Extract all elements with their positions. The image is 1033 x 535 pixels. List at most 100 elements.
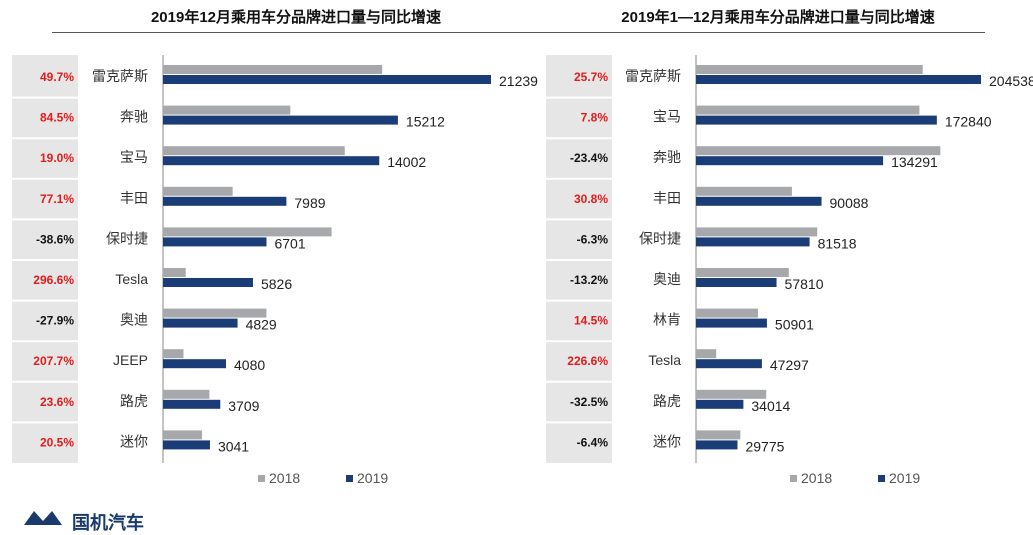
chart-title-annual: 2019年1—12月乘用车分品牌进口量与同比增速 bbox=[621, 9, 935, 26]
legend-swatch-2019 bbox=[346, 475, 353, 482]
bar-2018 bbox=[163, 186, 233, 196]
growth-label: 14.5% bbox=[574, 314, 608, 328]
bar-2018 bbox=[696, 227, 818, 237]
bar-value-2019: 134291 bbox=[891, 154, 938, 170]
bar-2019 bbox=[696, 196, 822, 206]
bar-value-2019: 172840 bbox=[945, 114, 992, 130]
chart-title-monthly: 2019年12月乘用车分品牌进口量与同比增速 bbox=[150, 9, 442, 26]
growth-label: -27.9% bbox=[36, 314, 74, 328]
growth-label: -13.2% bbox=[570, 273, 608, 287]
growth-label: 7.8% bbox=[581, 111, 609, 125]
bar-2019 bbox=[163, 359, 227, 369]
bar-2018 bbox=[696, 65, 923, 74]
logo-icon bbox=[24, 511, 62, 525]
charts-canvas: 49.7% 雷克萨斯 21239 84.5% 奔驰 15212 19.0% 宝马 14002 77… bbox=[12, 55, 1033, 486]
growth-label: 226.6% bbox=[567, 354, 608, 368]
bar-2019 bbox=[163, 115, 398, 125]
category-label: 奔驰 bbox=[120, 109, 148, 125]
logo-text: 国机汽车 bbox=[72, 513, 144, 533]
bar-2019 bbox=[163, 75, 491, 84]
bar-2019 bbox=[163, 440, 210, 450]
bar-value-2019: 6701 bbox=[274, 235, 305, 251]
bar-value-2019: 34014 bbox=[751, 398, 790, 414]
bar-2019 bbox=[163, 196, 287, 206]
growth-label: -32.5% bbox=[570, 395, 608, 409]
bar-2019 bbox=[163, 237, 267, 247]
bar-value-2019: 90088 bbox=[830, 195, 869, 211]
bar-2019 bbox=[163, 318, 238, 328]
legend-label-2019: 2019 bbox=[889, 470, 920, 486]
bar-value-2019: 7989 bbox=[294, 195, 325, 211]
bar-2018 bbox=[696, 308, 758, 318]
bar-2018 bbox=[163, 65, 383, 74]
category-label: 路虎 bbox=[653, 393, 681, 409]
legend-label-2019: 2019 bbox=[357, 470, 388, 486]
growth-label: 30.8% bbox=[574, 192, 608, 206]
category-label: 雷克萨斯 bbox=[92, 68, 148, 84]
bar-2018 bbox=[163, 146, 345, 156]
bar-2019 bbox=[163, 156, 380, 166]
category-label: Tesla bbox=[648, 352, 681, 368]
category-label: 奔驰 bbox=[653, 149, 681, 165]
category-label: 林肯 bbox=[653, 312, 681, 328]
bar-2019 bbox=[163, 278, 253, 287]
bar-value-2019: 14002 bbox=[387, 154, 426, 170]
growth-label: 23.6% bbox=[40, 395, 74, 409]
bar-2018 bbox=[163, 227, 332, 237]
category-label: 宝马 bbox=[120, 149, 148, 165]
growth-label: 296.6% bbox=[33, 273, 74, 287]
bar-2019 bbox=[696, 440, 738, 450]
bar-2018 bbox=[163, 105, 291, 115]
bar-2019 bbox=[163, 399, 221, 409]
legend-swatch-2018 bbox=[790, 475, 797, 482]
growth-label: -6.3% bbox=[577, 232, 609, 246]
bar-value-2019: 29775 bbox=[745, 438, 784, 454]
bar-value-2019: 3709 bbox=[228, 398, 259, 414]
bar-value-2019: 4829 bbox=[246, 317, 277, 333]
bar-2018 bbox=[163, 389, 210, 399]
bar-value-2019: 4080 bbox=[234, 357, 265, 373]
bar-2018 bbox=[696, 430, 741, 440]
category-label: 路虎 bbox=[120, 393, 148, 409]
category-label: 迷你 bbox=[120, 433, 148, 449]
growth-label: -23.4% bbox=[570, 151, 608, 165]
growth-label: 20.5% bbox=[40, 435, 74, 449]
growth-label: 84.5% bbox=[40, 111, 74, 125]
category-label: 保时捷 bbox=[106, 230, 148, 246]
category-label: 迷你 bbox=[653, 433, 681, 449]
category-label: 宝马 bbox=[653, 109, 681, 125]
title-rule-monthly bbox=[52, 32, 540, 33]
bar-value-2019: 50901 bbox=[775, 317, 814, 333]
bar-2019 bbox=[696, 399, 744, 409]
bar-2019 bbox=[696, 75, 981, 84]
bar-2019 bbox=[696, 318, 767, 328]
category-label: Tesla bbox=[115, 271, 148, 287]
growth-label: 49.7% bbox=[40, 70, 74, 84]
growth-label: 25.7% bbox=[574, 70, 608, 84]
bar-2019 bbox=[696, 237, 810, 247]
bar-2019 bbox=[696, 359, 762, 369]
legend-label-2018: 2018 bbox=[801, 470, 832, 486]
bar-value-2019: 47297 bbox=[770, 357, 809, 373]
bar-value-2019: 21239 bbox=[499, 73, 538, 89]
category-label: 奥迪 bbox=[120, 312, 148, 328]
category-label: 雷克萨斯 bbox=[625, 68, 681, 84]
category-label: JEEP bbox=[113, 352, 148, 368]
legend-swatch-2018 bbox=[258, 475, 265, 482]
category-label: 奥迪 bbox=[653, 271, 681, 287]
title-rule-annual bbox=[540, 32, 985, 33]
bar-2018 bbox=[696, 268, 789, 277]
bar-2018 bbox=[696, 186, 792, 196]
bar-2018 bbox=[696, 146, 941, 156]
bar-2018 bbox=[163, 308, 267, 318]
bar-2019 bbox=[696, 278, 777, 287]
bar-2019 bbox=[696, 115, 937, 125]
legend-label-2018: 2018 bbox=[269, 470, 300, 486]
bar-value-2019: 57810 bbox=[785, 276, 824, 292]
category-label: 丰田 bbox=[120, 190, 148, 206]
growth-label: 19.0% bbox=[40, 151, 74, 165]
growth-label: 207.7% bbox=[33, 354, 74, 368]
bar-2018 bbox=[163, 268, 186, 277]
bar-2019 bbox=[696, 156, 884, 166]
legend-swatch-2019 bbox=[878, 475, 885, 482]
